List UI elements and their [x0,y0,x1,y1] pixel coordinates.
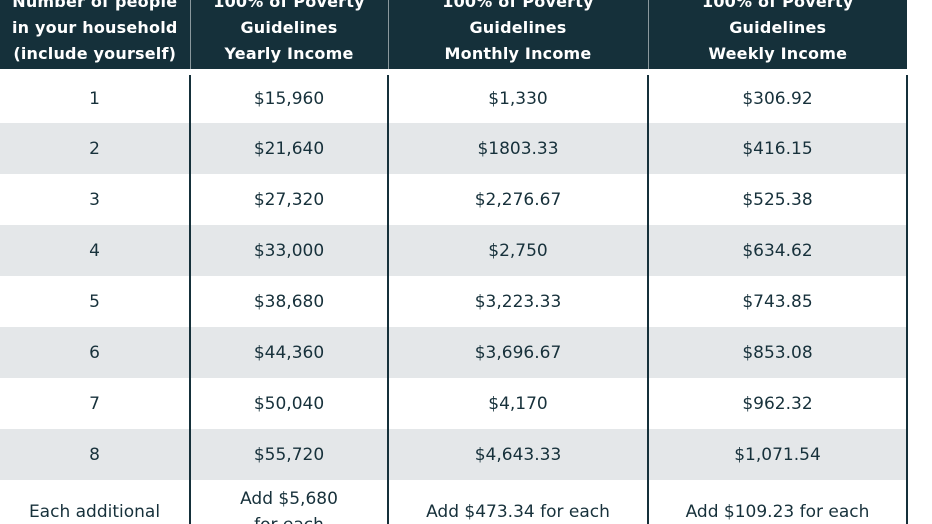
table-body: 1 $15,960 $1,330 $306.92 2 $21,640 $1803.33 $41… [0,72,908,524]
table-cell: 2 [0,123,190,174]
table-cell: $3,696.67 [387,327,648,378]
table-cell: $15,960 [189,72,388,123]
table-row: Each additional personAdd $5,680 for eac… [0,480,908,524]
table-cell: $38,680 [189,276,388,327]
table-cell: $2,750 [387,225,648,276]
table-cell: $306.92 [647,72,908,123]
table-cell: Each additional person [0,480,190,524]
table-cell: $55,720 [189,429,388,480]
table-row: 2 $21,640 $1803.33 $416.15 [0,123,908,174]
column-header-household-size: Number of people in your household (incl… [0,0,190,75]
table-cell: $962.32 [647,378,908,429]
column-header-monthly-income: 100% of Poverty Guidelines Monthly Incom… [387,0,648,75]
column-header-yearly-income: 100% of Poverty Guidelines Yearly Income [189,0,388,75]
table-cell: $33,000 [189,225,388,276]
table-cell: 8 [0,429,190,480]
table-cell: $27,320 [189,174,388,225]
table-cell: Add $473.34 for each additional person [387,480,648,524]
table-row: 7 $50,040 $4,170 $962.32 [0,378,908,429]
header-row: Number of people in your household (incl… [0,0,907,75]
table-cell: $743.85 [647,276,908,327]
table-cell: $634.62 [647,225,908,276]
table-cell: $4,170 [387,378,648,429]
table-cell: $853.08 [647,327,908,378]
table-cell: $4,643.33 [387,429,648,480]
table-cell: $416.15 [647,123,908,174]
table-row: 3 $27,320 $2,276.67 $525.38 [0,174,908,225]
table-cell: $1,330 [387,72,648,123]
table-cell: $525.38 [647,174,908,225]
table-header: Number of people in your household (incl… [0,0,907,75]
table-cell: $50,040 [189,378,388,429]
table-cell: $1,071.54 [647,429,908,480]
table-cell: 7 [0,378,190,429]
table-cell: 5 [0,276,190,327]
table-cell: 1 [0,72,190,123]
table-cell: 3 [0,174,190,225]
table-cell: 4 [0,225,190,276]
poverty-guidelines-table: Number of people in your household (incl… [0,0,908,524]
table-cell: Add $5,680 for each additional person [189,480,388,524]
table-cell: $21,640 [189,123,388,174]
table-cell: 6 [0,327,190,378]
table-cell: $1803.33 [387,123,648,174]
table-cell: $2,276.67 [387,174,648,225]
column-header-weekly-income: 100% of Poverty Guidelines Weekly Income [647,0,907,75]
table-cell: Add $109.23 for each additional person [647,480,908,524]
table-row: 8 $55,720 $4,643.33 $1,071.54 [0,429,908,480]
table-row: 6 $44,360 $3,696.67 $853.08 [0,327,908,378]
table-cell: $3,223.33 [387,276,648,327]
table-row: 5 $38,680 $3,223.33 $743.85 [0,276,908,327]
table-row: 1 $15,960 $1,330 $306.92 [0,72,908,123]
table-cell: $44,360 [189,327,388,378]
table-row: 4 $33,000 $2,750 $634.62 [0,225,908,276]
